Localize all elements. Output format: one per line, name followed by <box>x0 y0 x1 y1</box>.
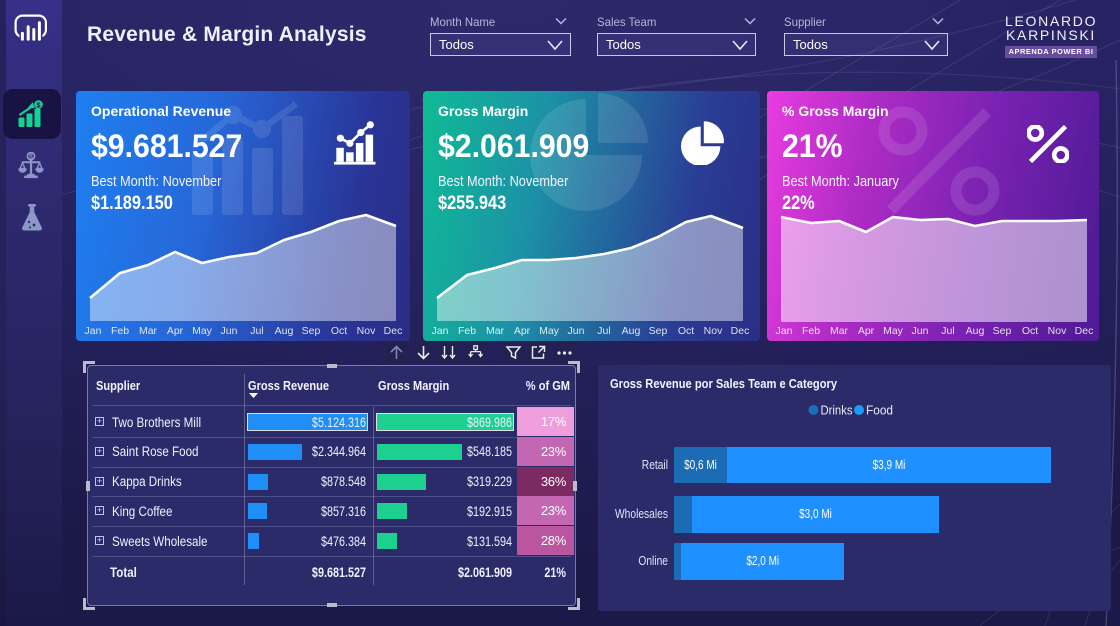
svg-text:Jul: Jul <box>597 325 610 337</box>
svg-text:Aug: Aug <box>966 325 985 337</box>
svg-text:Sep: Sep <box>993 325 1012 337</box>
svg-text:Jun: Jun <box>568 325 585 337</box>
svg-text:Apr: Apr <box>167 325 184 337</box>
svg-text:Aug: Aug <box>275 325 294 337</box>
svg-text:Apr: Apr <box>514 325 531 337</box>
svg-text:Mar: Mar <box>486 325 505 337</box>
svg-text:Mar: Mar <box>139 325 158 337</box>
svg-text:Nov: Nov <box>704 325 723 337</box>
svg-text:Jun: Jun <box>221 325 238 337</box>
svg-text:$: $ <box>29 154 33 161</box>
svg-text:Oct: Oct <box>678 325 694 337</box>
svg-text:Aug: Aug <box>622 325 641 337</box>
svg-text:Oct: Oct <box>1022 325 1038 337</box>
svg-text:May: May <box>883 325 904 337</box>
svg-text:Jul: Jul <box>250 325 263 337</box>
svg-text:Dec: Dec <box>1075 325 1094 337</box>
svg-text:Jul: Jul <box>941 325 954 337</box>
svg-text:Feb: Feb <box>802 325 820 337</box>
svg-text:Food: Food <box>866 403 893 418</box>
svg-text:Sep: Sep <box>649 325 668 337</box>
svg-text:Oct: Oct <box>331 325 347 337</box>
svg-text:Jun: Jun <box>912 325 929 337</box>
svg-text:Jan: Jan <box>776 325 793 337</box>
svg-text:May: May <box>539 325 560 337</box>
svg-text:Nov: Nov <box>357 325 376 337</box>
svg-text:May: May <box>192 325 213 337</box>
svg-text:Dec: Dec <box>731 325 750 337</box>
svg-text:Jan: Jan <box>432 325 449 337</box>
svg-text:Drinks: Drinks <box>821 403 853 418</box>
svg-text:Feb: Feb <box>458 325 476 337</box>
svg-text:$: $ <box>36 100 41 109</box>
svg-text:Nov: Nov <box>1048 325 1067 337</box>
svg-text:Apr: Apr <box>858 325 875 337</box>
svg-text:Mar: Mar <box>830 325 849 337</box>
svg-text:Dec: Dec <box>384 325 403 337</box>
svg-text:Feb: Feb <box>111 325 129 337</box>
svg-text:Jan: Jan <box>85 325 102 337</box>
svg-text:Sep: Sep <box>302 325 321 337</box>
